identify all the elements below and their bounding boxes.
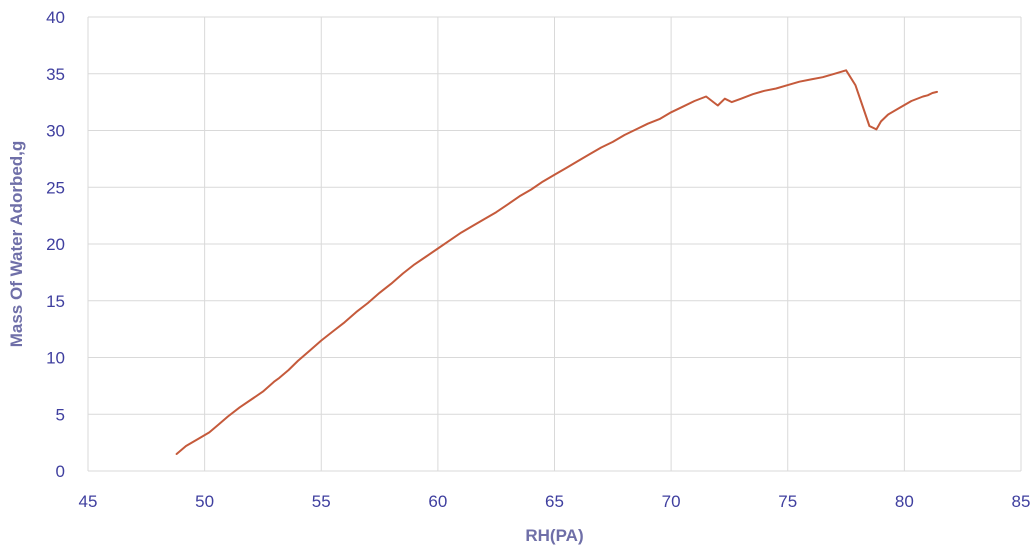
x-tick-label: 55: [312, 492, 331, 511]
gridlines: [88, 16, 1022, 471]
y-axis-title: Mass Of Water Adorbed,g: [7, 141, 26, 348]
x-tick-label: 45: [79, 492, 98, 511]
x-tick-label: 85: [1012, 492, 1031, 511]
y-tick-label: 20: [46, 235, 65, 254]
x-tick-label: 70: [662, 492, 681, 511]
series-line-0: [175, 69, 938, 455]
y-tick-label: 25: [46, 178, 65, 197]
y-tick-label: 40: [46, 8, 65, 27]
x-tick-label: 50: [195, 492, 214, 511]
y-tick-label: 15: [46, 292, 65, 311]
y-tick-label: 0: [56, 462, 65, 481]
x-tick-label: 65: [545, 492, 564, 511]
y-tick-label: 35: [46, 65, 65, 84]
y-tick-label: 30: [46, 122, 65, 141]
x-tick-label: 60: [428, 492, 447, 511]
axes: [87, 17, 1021, 472]
x-tick-label: 75: [778, 492, 797, 511]
x-tick-label: 80: [895, 492, 914, 511]
axis-labels: 45 50 55 60 65 70 75 80 85 0 5 10 15 20 25 30 35 40: [46, 8, 1030, 511]
series: [175, 69, 938, 455]
y-tick-label: 10: [46, 349, 65, 368]
y-tick-label: 5: [56, 405, 65, 424]
x-axis-title: RH(PA): [525, 526, 583, 545]
